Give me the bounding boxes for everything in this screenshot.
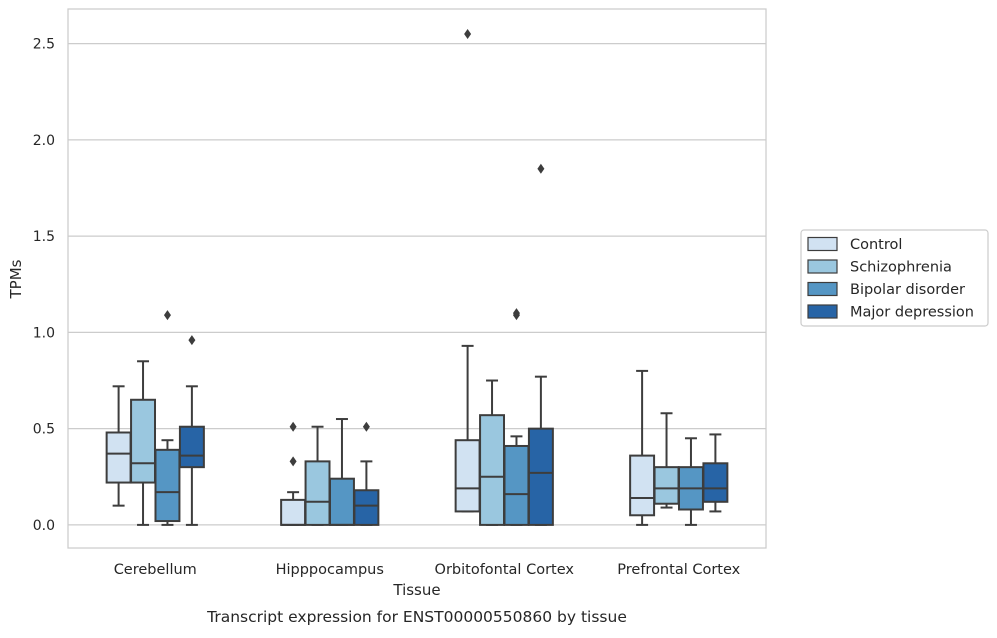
box bbox=[653, 466, 680, 505]
box bbox=[154, 448, 181, 523]
y-tick-label: 2.0 bbox=[33, 133, 55, 149]
box-group bbox=[479, 379, 506, 526]
outlier-point bbox=[289, 421, 297, 432]
legend-label: Control bbox=[850, 237, 902, 253]
box-group bbox=[130, 360, 157, 526]
legend-swatch bbox=[807, 236, 838, 252]
legend-swatch bbox=[807, 281, 838, 297]
x-axis-label: Tissue bbox=[392, 581, 440, 599]
box-group bbox=[105, 385, 132, 507]
x-tick-label: Cerebellum bbox=[114, 562, 197, 578]
legend-label: Schizophrenia bbox=[850, 260, 952, 276]
box-group bbox=[280, 421, 307, 526]
y-tick-label: 0.0 bbox=[33, 518, 55, 534]
box bbox=[328, 477, 355, 526]
outlier-point bbox=[362, 421, 370, 432]
x-tick-labels: Cerebellum Hipppocampus Orbitofontal Corte… bbox=[114, 562, 741, 578]
box-group bbox=[702, 433, 729, 513]
x-tick-label: Hipppocampus bbox=[276, 562, 384, 578]
box-group bbox=[353, 421, 380, 526]
legend-swatch bbox=[807, 259, 838, 274]
outlier-point bbox=[289, 456, 297, 467]
box-group bbox=[527, 163, 554, 526]
box-group bbox=[653, 412, 680, 509]
legend-label: Bipolar disorder bbox=[850, 282, 965, 298]
box bbox=[280, 498, 307, 526]
x-tick-label: Prefrontal Cortex bbox=[617, 562, 740, 578]
box bbox=[178, 425, 205, 469]
box bbox=[454, 439, 481, 513]
outlier-point bbox=[512, 308, 520, 319]
plot-frame bbox=[67, 8, 767, 549]
outlier-point bbox=[464, 29, 472, 40]
box bbox=[130, 398, 157, 484]
box-group bbox=[178, 335, 205, 526]
y-tick-labels: 0.0 0.5 1.0 1.5 2.0 2.5 bbox=[33, 37, 55, 534]
box-group bbox=[154, 310, 181, 526]
box bbox=[304, 460, 331, 526]
y-tick-label: 2.5 bbox=[33, 37, 55, 53]
boxes bbox=[105, 29, 729, 526]
box bbox=[527, 427, 554, 526]
box bbox=[479, 414, 506, 526]
outlier-point bbox=[188, 335, 196, 346]
x-tick-label: Orbitofontal Cortex bbox=[435, 562, 575, 578]
outlier-point bbox=[537, 163, 545, 174]
outlier-point bbox=[163, 310, 171, 321]
box bbox=[629, 454, 656, 517]
box bbox=[353, 489, 380, 526]
y-tick-label: 1.5 bbox=[33, 229, 55, 245]
legend: Control Schizophrenia Bipolar disorder Majo… bbox=[800, 229, 989, 327]
box-group bbox=[328, 418, 355, 526]
y-axis-label: TPMs bbox=[7, 259, 25, 299]
y-tick-label: 0.5 bbox=[33, 422, 55, 438]
box bbox=[105, 431, 132, 484]
legend-frame bbox=[800, 229, 989, 327]
box-group bbox=[629, 369, 656, 526]
legend-label: Major depression bbox=[850, 305, 974, 321]
box bbox=[503, 444, 530, 526]
chart-caption: Transcript expression for ENST0000055086… bbox=[206, 608, 627, 626]
y-tick-label: 1.0 bbox=[33, 325, 55, 341]
box bbox=[702, 462, 729, 503]
legend-swatch bbox=[807, 304, 838, 319]
